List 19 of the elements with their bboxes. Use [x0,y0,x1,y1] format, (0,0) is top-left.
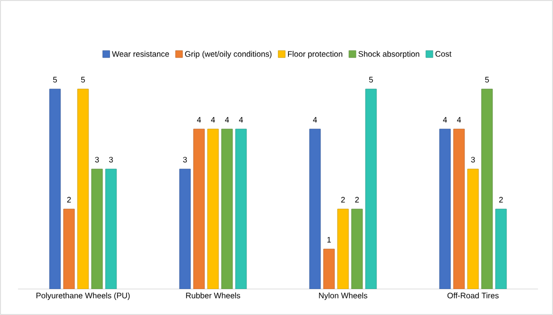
bar [193,128,205,289]
bar [63,208,75,289]
bar [221,128,233,289]
bar [207,128,219,289]
bar [467,168,479,289]
bar [365,88,377,289]
bar [495,208,507,289]
bar [49,88,61,289]
bar [351,208,363,289]
bar [337,208,349,289]
bar [105,168,117,289]
bar [453,128,465,289]
bar [309,128,321,289]
bar [439,128,451,289]
bar [179,168,191,289]
bar [235,128,247,289]
bar [77,88,89,289]
bar [481,88,493,289]
bar [91,168,103,289]
